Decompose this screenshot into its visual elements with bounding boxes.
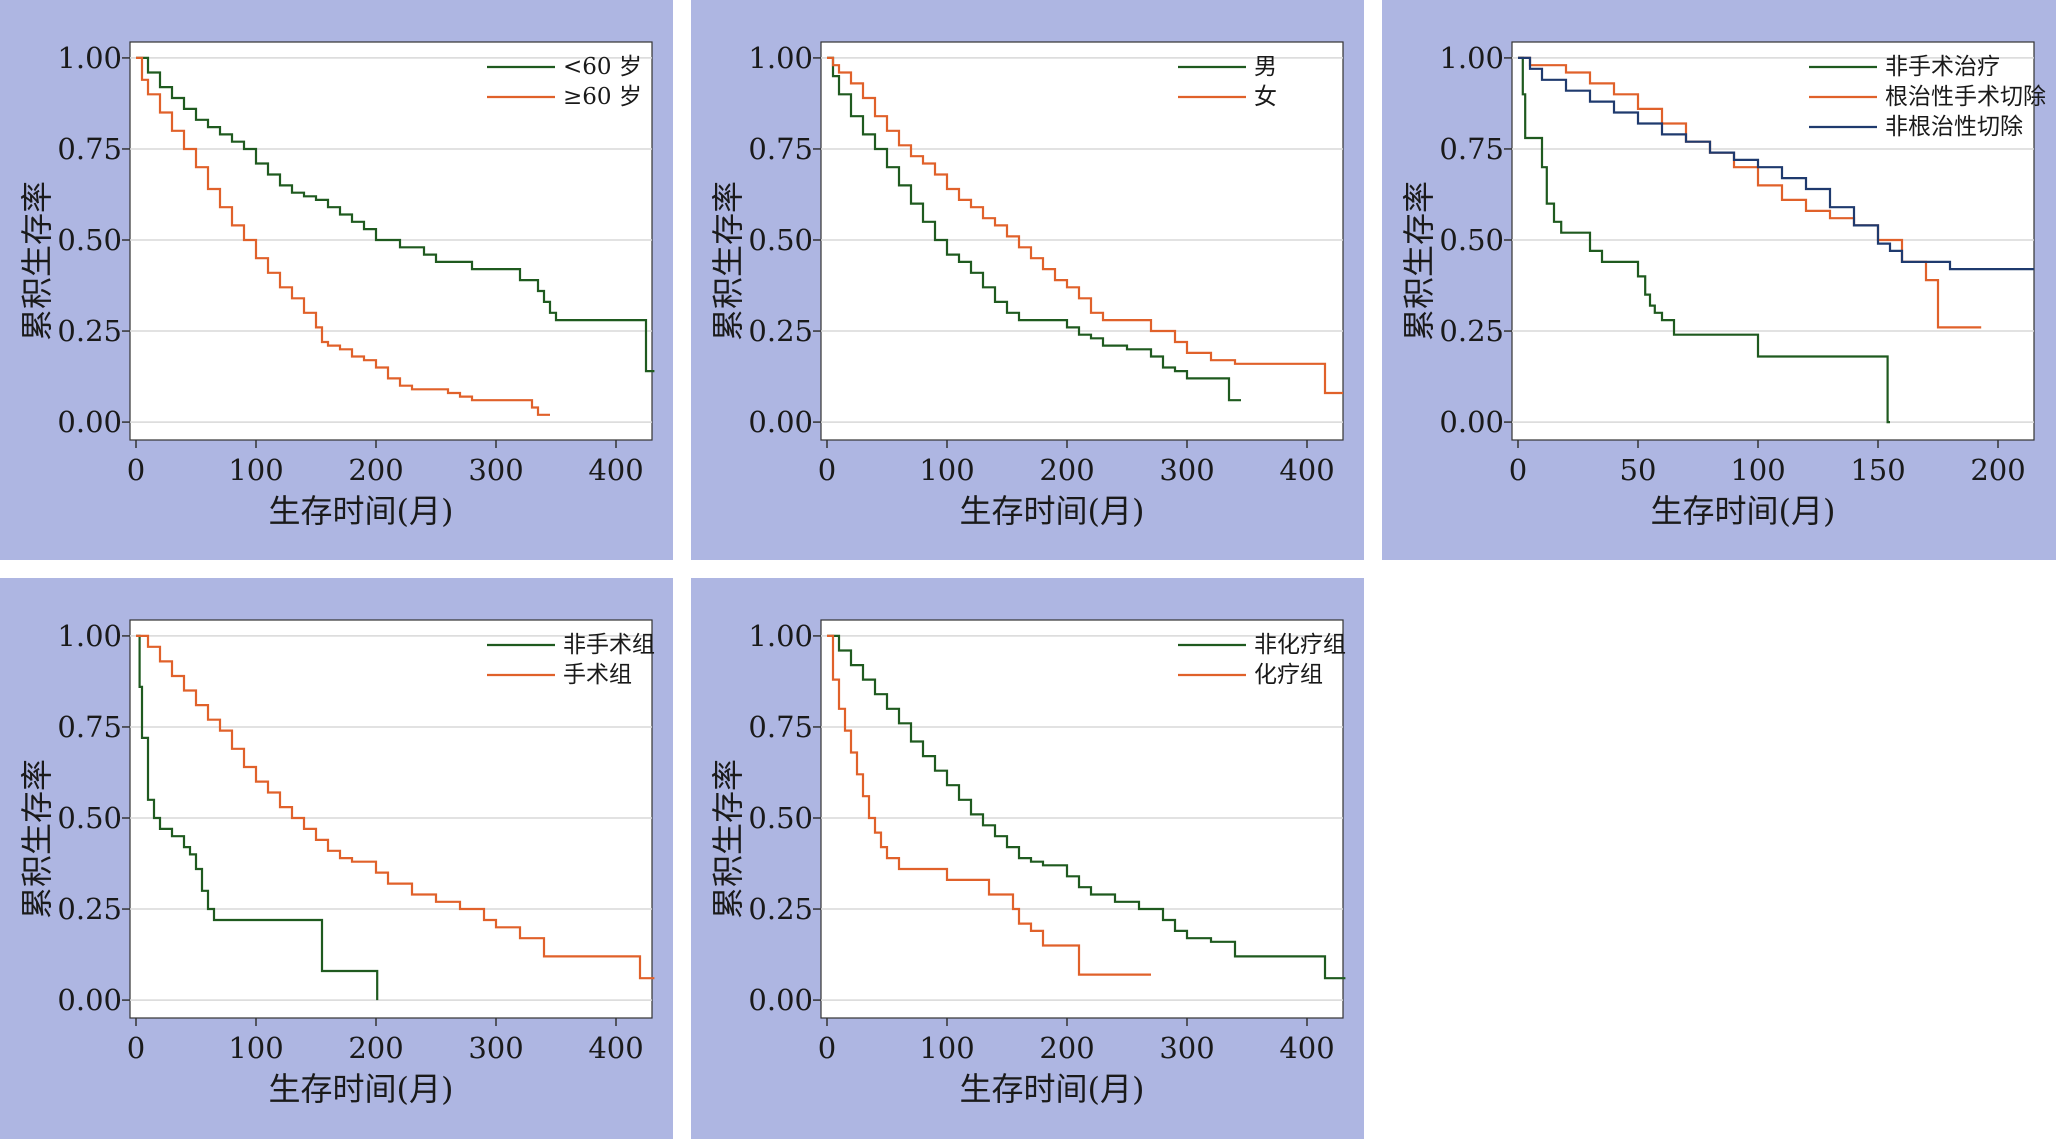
plot-area bbox=[820, 619, 1344, 1019]
y-tick-label: 1.00 bbox=[1439, 41, 1504, 75]
legend-label: 女 bbox=[1254, 84, 1277, 110]
series-line-series bbox=[136, 634, 655, 980]
series-line-series bbox=[1518, 56, 1890, 424]
y-tick-label: 0.00 bbox=[748, 983, 813, 1017]
x-tick-label: 0 bbox=[127, 1031, 145, 1065]
x-tick-label: 0 bbox=[818, 1031, 836, 1065]
series-line-series bbox=[1518, 56, 2034, 271]
y-tick-label: 1.00 bbox=[57, 619, 122, 653]
legend-label: 男 bbox=[1254, 54, 1277, 80]
y-tick-label: 0.75 bbox=[748, 132, 813, 166]
y-tick-label: 1.00 bbox=[748, 41, 813, 75]
y-tick-label: 0.50 bbox=[748, 801, 813, 835]
y-tick-label: 0.50 bbox=[57, 223, 122, 257]
x-tick-label: 200 bbox=[1970, 453, 2025, 487]
x-tick-label: 100 bbox=[1730, 453, 1785, 487]
legend-label: 化疗组 bbox=[1254, 662, 1323, 688]
y-axis-title: 累积生存率 bbox=[18, 181, 56, 341]
y-axis-title: 累积生存率 bbox=[18, 759, 56, 919]
y-tick-label: 0.50 bbox=[748, 223, 813, 257]
y-tick-label: 0.75 bbox=[57, 132, 122, 166]
x-axis-title: 生存时间(月) bbox=[960, 1070, 1145, 1108]
series-line-series bbox=[827, 56, 1343, 395]
legend-label: 非根治性切除 bbox=[1885, 114, 2023, 140]
x-tick-label: 0 bbox=[1509, 453, 1527, 487]
chart-panel-treatment: 0.00 0.25 0.50 0.75 1.00 0 50 100 150 200 生存时间(月) 累… bbox=[1382, 0, 2056, 560]
y-axis-title: 累积生存率 bbox=[1400, 181, 1438, 341]
legend-label: <60 岁 bbox=[563, 54, 642, 80]
km-survival-chart: 0.00 0.25 0.50 0.75 1.00 0 100 200 300 400 生存时间(月)… bbox=[709, 41, 1344, 530]
series-line-series bbox=[136, 634, 379, 1001]
y-tick-label: 0.00 bbox=[748, 405, 813, 439]
y-tick-label: 0.75 bbox=[1439, 132, 1504, 166]
x-tick-label: 300 bbox=[468, 1031, 523, 1065]
km-survival-chart: 0.00 0.25 0.50 0.75 1.00 0 100 200 300 400 生存时间(月)… bbox=[18, 619, 655, 1108]
x-tick-label: 100 bbox=[228, 1031, 283, 1065]
chart-panel-surgery: 0.00 0.25 0.50 0.75 1.00 0 100 200 300 400 生存时间(月)… bbox=[0, 578, 673, 1139]
km-survival-chart: 0.00 0.25 0.50 0.75 1.00 0 100 200 300 400 生存时间(月)… bbox=[18, 41, 655, 530]
plot-area bbox=[129, 619, 653, 1019]
plot-area bbox=[820, 41, 1344, 441]
x-tick-label: 200 bbox=[1039, 453, 1094, 487]
x-axis-title: 生存时间(月) bbox=[269, 492, 454, 530]
y-tick-label: 0.75 bbox=[748, 710, 813, 744]
y-tick-label: 0.50 bbox=[57, 801, 122, 835]
x-axis-title: 生存时间(月) bbox=[1651, 492, 1836, 530]
x-tick-label: 200 bbox=[1039, 1031, 1094, 1065]
chart-panel-age: 0.00 0.25 0.50 0.75 1.00 0 100 200 300 400 生存时间(月)… bbox=[0, 0, 673, 560]
km-survival-chart: 0.00 0.25 0.50 0.75 1.00 0 50 100 150 200 生存时间(月) 累… bbox=[1400, 41, 2046, 530]
y-tick-label: 0.25 bbox=[748, 314, 813, 348]
x-tick-label: 100 bbox=[919, 453, 974, 487]
x-axis-title: 生存时间(月) bbox=[269, 1070, 454, 1108]
legend-label: 非手术治疗 bbox=[1885, 54, 2000, 80]
y-tick-label: 0.25 bbox=[57, 314, 122, 348]
x-tick-label: 50 bbox=[1620, 453, 1657, 487]
y-tick-label: 0.25 bbox=[748, 892, 813, 926]
y-tick-label: 0.00 bbox=[1439, 405, 1504, 439]
legend-label: 手术组 bbox=[563, 662, 632, 688]
legend-label: 非手术组 bbox=[563, 632, 655, 658]
x-tick-label: 400 bbox=[1279, 1031, 1334, 1065]
x-axis-title: 生存时间(月) bbox=[960, 492, 1145, 530]
x-tick-label: 400 bbox=[1279, 453, 1334, 487]
x-tick-label: 300 bbox=[468, 453, 523, 487]
y-tick-label: 0.75 bbox=[57, 710, 122, 744]
x-tick-label: 100 bbox=[228, 453, 283, 487]
series-line-series bbox=[827, 634, 1151, 976]
y-tick-label: 1.00 bbox=[748, 619, 813, 653]
plot-area bbox=[1511, 41, 2035, 441]
y-tick-label: 0.25 bbox=[57, 892, 122, 926]
x-tick-label: 300 bbox=[1159, 1031, 1214, 1065]
chart-panel-chemo: 0.00 0.25 0.50 0.75 1.00 0 100 200 300 400 生存时间(月)… bbox=[691, 578, 1364, 1139]
series-line-series bbox=[827, 634, 1346, 980]
x-tick-label: 0 bbox=[127, 453, 145, 487]
chart-panel-sex: 0.00 0.25 0.50 0.75 1.00 0 100 200 300 400 生存时间(月)… bbox=[691, 0, 1364, 560]
x-tick-label: 0 bbox=[818, 453, 836, 487]
legend-label: 根治性手术切除 bbox=[1885, 84, 2046, 110]
legend-label: 非化疗组 bbox=[1254, 632, 1346, 658]
x-tick-label: 100 bbox=[919, 1031, 974, 1065]
y-axis-title: 累积生存率 bbox=[709, 181, 747, 341]
x-tick-label: 400 bbox=[588, 453, 643, 487]
y-tick-label: 0.00 bbox=[57, 405, 122, 439]
x-tick-label: 200 bbox=[348, 1031, 403, 1065]
km-survival-chart: 0.00 0.25 0.50 0.75 1.00 0 100 200 300 400 生存时间(月)… bbox=[709, 619, 1346, 1108]
x-tick-label: 150 bbox=[1850, 453, 1905, 487]
legend-label: ≥60 岁 bbox=[563, 84, 642, 110]
x-tick-label: 300 bbox=[1159, 453, 1214, 487]
y-tick-label: 0.00 bbox=[57, 983, 122, 1017]
y-axis-title: 累积生存率 bbox=[709, 759, 747, 919]
y-tick-label: 1.00 bbox=[57, 41, 122, 75]
y-tick-label: 0.50 bbox=[1439, 223, 1504, 257]
x-tick-label: 400 bbox=[588, 1031, 643, 1065]
x-tick-label: 200 bbox=[348, 453, 403, 487]
series-line-60 bbox=[136, 56, 550, 416]
y-tick-label: 0.25 bbox=[1439, 314, 1504, 348]
series-line-60 bbox=[136, 56, 655, 373]
series-line-series bbox=[827, 56, 1241, 402]
